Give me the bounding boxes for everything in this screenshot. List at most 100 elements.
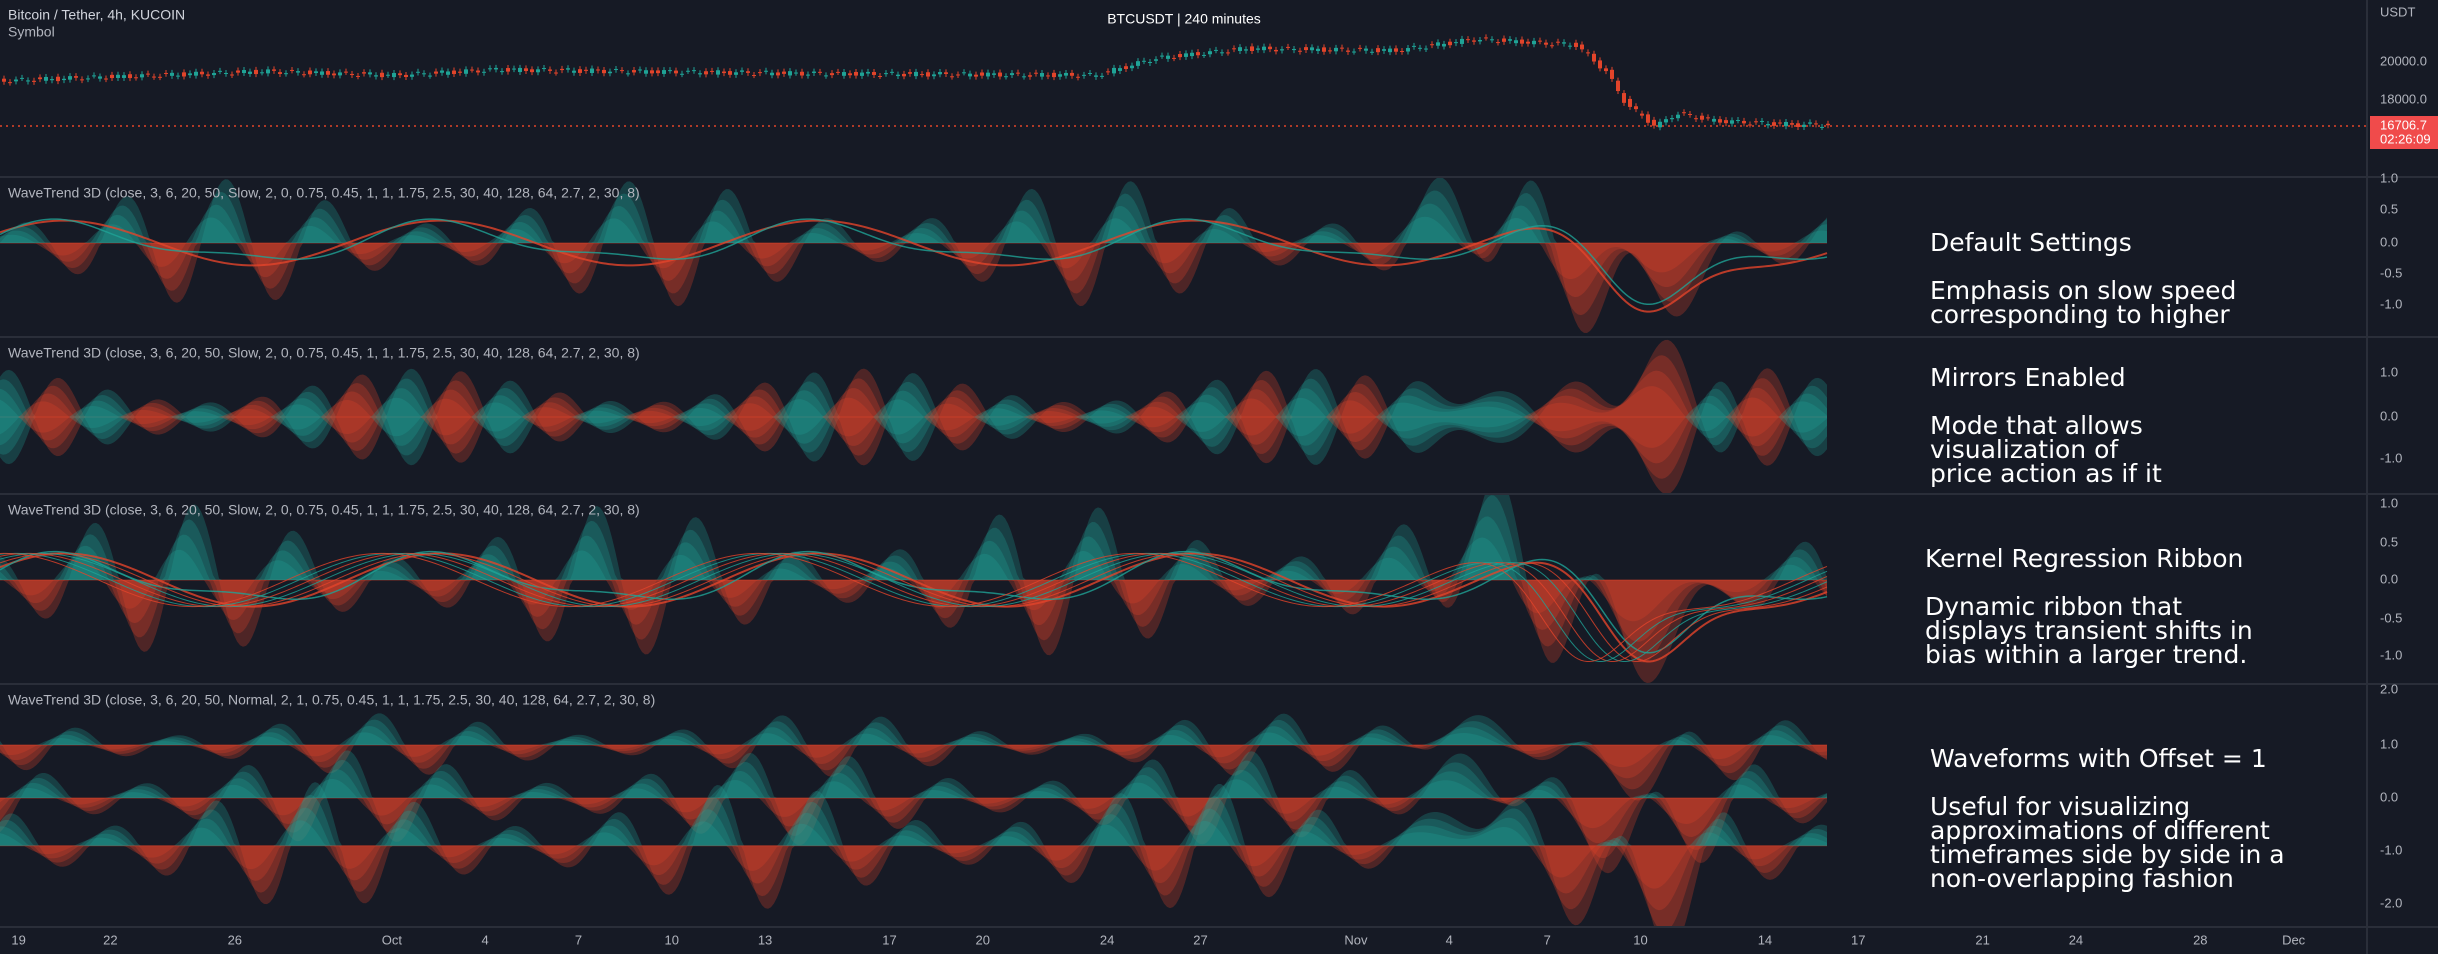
candle bbox=[1232, 48, 1236, 50]
candle bbox=[950, 76, 954, 78]
candle bbox=[1274, 49, 1278, 52]
candle bbox=[164, 72, 168, 74]
pane-plot bbox=[0, 339, 1827, 494]
candle bbox=[8, 82, 12, 84]
candle bbox=[1082, 74, 1086, 76]
candle bbox=[1436, 42, 1440, 46]
pane-axis-label: 1.0 bbox=[2380, 364, 2398, 379]
candle bbox=[146, 73, 150, 75]
candle bbox=[110, 74, 114, 79]
wave-area bbox=[0, 713, 1827, 745]
candle bbox=[542, 68, 546, 70]
candle bbox=[680, 73, 684, 75]
pane-plot bbox=[0, 713, 1827, 927]
wave-area bbox=[0, 386, 1827, 448]
candle bbox=[956, 74, 960, 76]
candle bbox=[212, 73, 216, 76]
wave-area bbox=[0, 745, 1827, 768]
candle bbox=[500, 71, 504, 73]
candle bbox=[938, 72, 942, 75]
wave-area bbox=[0, 355, 1827, 479]
candle bbox=[230, 74, 234, 76]
candle bbox=[152, 76, 156, 78]
candle bbox=[1196, 52, 1200, 56]
pane-axis-label: 0.0 bbox=[2380, 408, 2398, 423]
candle bbox=[1544, 42, 1548, 45]
time-label: 10 bbox=[665, 932, 679, 947]
candle bbox=[38, 77, 42, 80]
candle bbox=[764, 70, 768, 72]
candle bbox=[710, 70, 714, 72]
note-line: corresponding to higher bbox=[1930, 300, 2230, 329]
wave-area bbox=[0, 494, 1827, 580]
candle bbox=[1184, 53, 1188, 57]
wave-area bbox=[0, 725, 1827, 745]
wave-area bbox=[0, 778, 1827, 798]
candle bbox=[1760, 120, 1764, 122]
time-label: 19 bbox=[11, 932, 25, 947]
candle bbox=[1352, 51, 1356, 53]
countdown: 02:26:09 bbox=[2380, 131, 2431, 146]
time-label: 24 bbox=[2069, 932, 2083, 947]
candle bbox=[218, 70, 222, 72]
wave-area bbox=[0, 719, 1827, 745]
candle bbox=[1502, 38, 1506, 42]
candle bbox=[1370, 51, 1374, 53]
candle bbox=[650, 70, 654, 74]
candle bbox=[1520, 39, 1524, 44]
candle bbox=[878, 75, 882, 77]
candle bbox=[1748, 124, 1752, 126]
candle bbox=[194, 71, 198, 76]
candle bbox=[248, 71, 252, 74]
candle bbox=[1598, 60, 1602, 69]
candle bbox=[1166, 55, 1170, 59]
candle bbox=[602, 69, 606, 74]
note-title: Mirrors Enabled bbox=[1930, 363, 2126, 392]
candle bbox=[494, 67, 498, 70]
time-label: 7 bbox=[575, 932, 582, 947]
candle bbox=[446, 71, 450, 75]
candle bbox=[128, 74, 132, 79]
candle bbox=[980, 72, 984, 76]
candle bbox=[824, 75, 828, 77]
candle bbox=[1640, 113, 1644, 116]
signal-line bbox=[0, 552, 1828, 662]
candle bbox=[1250, 46, 1254, 51]
candle bbox=[242, 70, 246, 74]
wave-area bbox=[0, 580, 1827, 684]
candle bbox=[632, 70, 636, 73]
candle bbox=[1310, 47, 1314, 51]
candle bbox=[626, 73, 630, 75]
note-line: visualization of bbox=[1930, 435, 2119, 464]
note-line: price action as if it bbox=[1930, 459, 2162, 488]
candle bbox=[236, 70, 240, 73]
candle bbox=[1376, 48, 1380, 53]
candle bbox=[260, 72, 264, 74]
candle bbox=[1130, 65, 1134, 69]
candle bbox=[98, 76, 102, 79]
candle bbox=[1592, 53, 1596, 62]
candle bbox=[1100, 75, 1104, 77]
candle bbox=[590, 68, 594, 74]
wave-area bbox=[0, 745, 1827, 801]
candle bbox=[1322, 47, 1326, 52]
time-label: 21 bbox=[1975, 932, 1989, 947]
wave-area bbox=[0, 798, 1827, 844]
candle bbox=[548, 69, 552, 71]
candle bbox=[56, 76, 60, 82]
candle bbox=[458, 71, 462, 73]
wave-area bbox=[0, 807, 1827, 846]
candle bbox=[1034, 72, 1038, 74]
candle bbox=[974, 74, 978, 77]
candle bbox=[332, 73, 336, 76]
candle bbox=[716, 70, 720, 75]
pane-axis-label: -2.0 bbox=[2380, 895, 2402, 910]
signal-line bbox=[0, 218, 1828, 306]
time-label: 26 bbox=[228, 932, 242, 947]
pane-title: WaveTrend 3D (close, 3, 6, 20, 50, Slow,… bbox=[8, 502, 640, 518]
candle bbox=[1298, 50, 1302, 52]
candle bbox=[1550, 45, 1554, 47]
candle bbox=[1226, 52, 1230, 54]
wave-area bbox=[0, 388, 1827, 446]
